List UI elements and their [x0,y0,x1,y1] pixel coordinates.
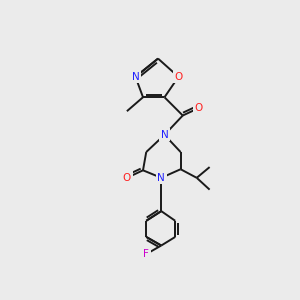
Text: N: N [158,173,165,183]
Text: F: F [143,249,149,259]
Text: N: N [160,130,168,140]
Text: O: O [195,103,203,113]
Text: N: N [132,72,140,82]
Text: O: O [123,173,131,183]
Text: O: O [174,72,183,82]
